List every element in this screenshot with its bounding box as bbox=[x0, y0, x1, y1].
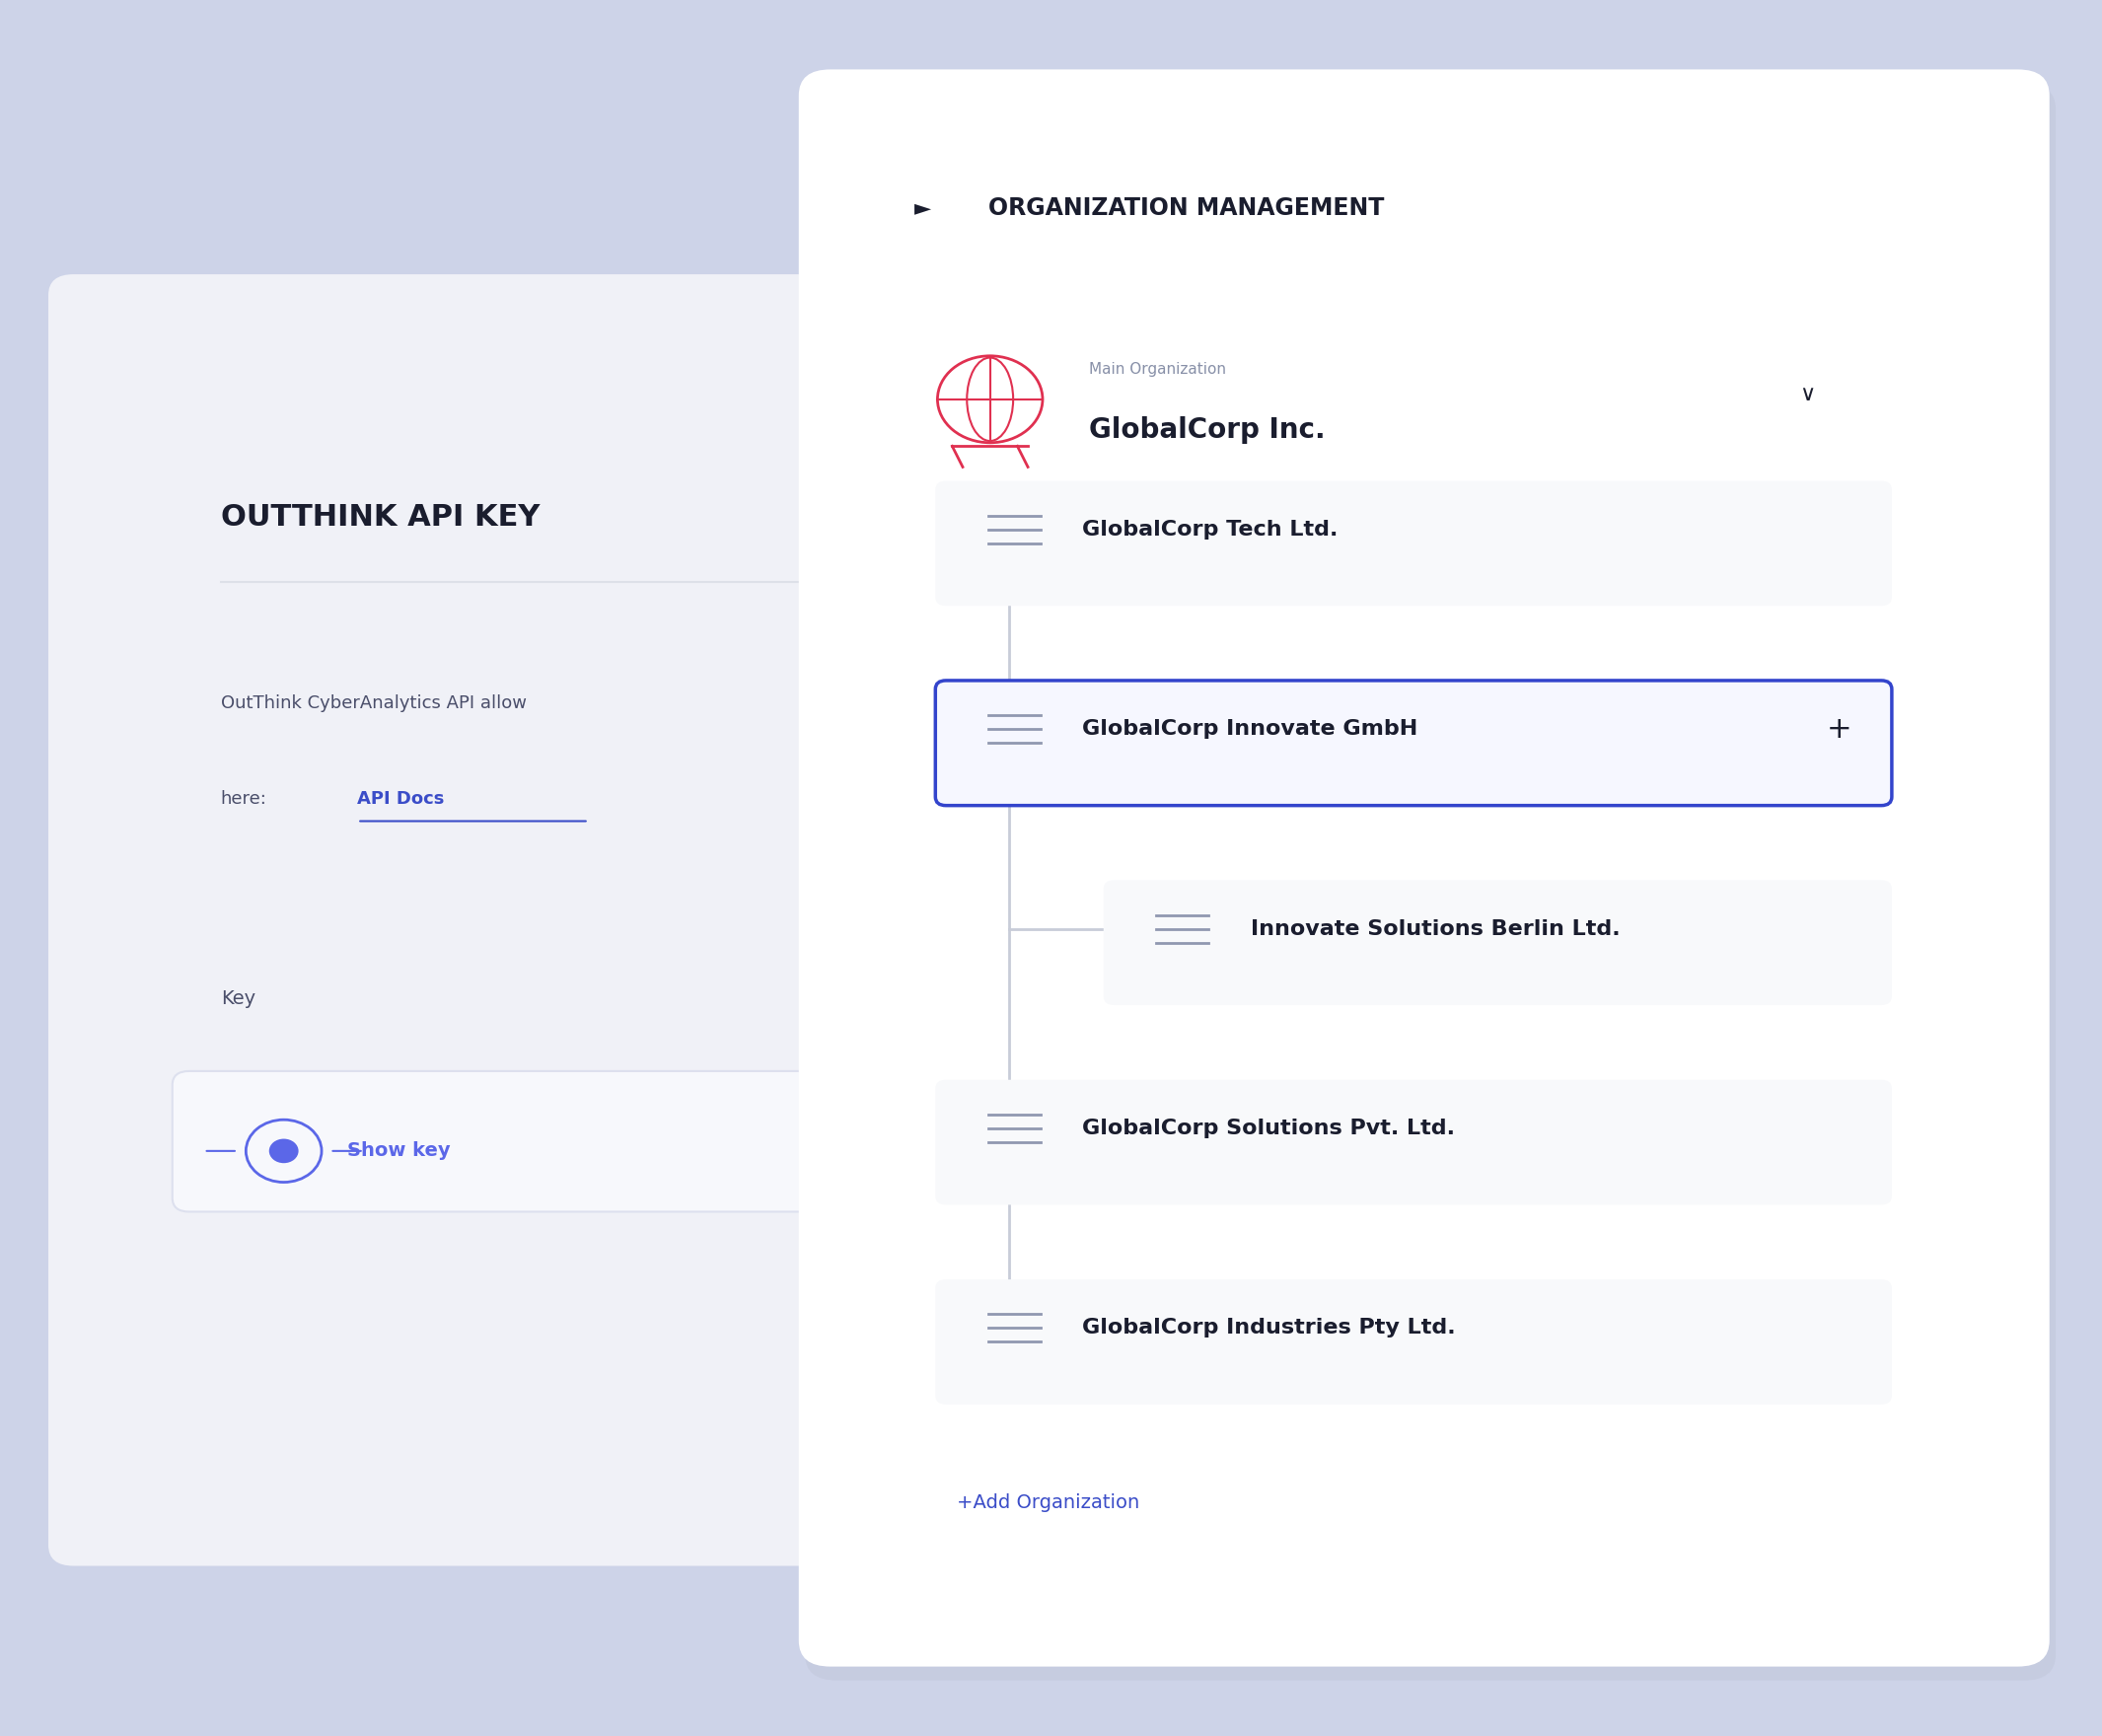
Text: API Docs: API Docs bbox=[357, 790, 444, 807]
Text: find more det: find more det bbox=[1545, 781, 1648, 797]
Text: OUTTHINK API KEY: OUTTHINK API KEY bbox=[221, 503, 540, 531]
Text: Innovate Solutions Berlin Ltd.: Innovate Solutions Berlin Ltd. bbox=[1251, 918, 1621, 939]
FancyBboxPatch shape bbox=[1104, 880, 1892, 1005]
Text: ∨: ∨ bbox=[1799, 384, 1816, 404]
FancyBboxPatch shape bbox=[935, 1080, 1892, 1205]
Text: GlobalCorp Industries Pty Ltd.: GlobalCorp Industries Pty Ltd. bbox=[1083, 1318, 1457, 1338]
Text: +Add Organization: +Add Organization bbox=[956, 1493, 1139, 1512]
FancyBboxPatch shape bbox=[1486, 1094, 1772, 1212]
Text: GlobalCorp Inc.: GlobalCorp Inc. bbox=[1089, 417, 1324, 444]
FancyBboxPatch shape bbox=[805, 83, 2056, 1680]
Text: Show key: Show key bbox=[347, 1142, 450, 1160]
Text: Revoke: Revoke bbox=[1589, 1146, 1669, 1163]
Text: OutThink CyberAnalytics API allow: OutThink CyberAnalytics API allow bbox=[221, 694, 526, 712]
FancyBboxPatch shape bbox=[935, 1279, 1892, 1404]
FancyBboxPatch shape bbox=[935, 681, 1892, 806]
Text: ORGANIZATION MANAGEMENT: ORGANIZATION MANAGEMENT bbox=[988, 196, 1383, 220]
FancyBboxPatch shape bbox=[48, 274, 982, 1566]
Text: Active: Active bbox=[1539, 1050, 1593, 1068]
FancyBboxPatch shape bbox=[799, 69, 2049, 1667]
Text: Main Organization: Main Organization bbox=[1089, 361, 1225, 377]
FancyBboxPatch shape bbox=[172, 1071, 921, 1212]
Text: Key: Key bbox=[221, 990, 254, 1009]
Text: ►: ► bbox=[914, 198, 931, 219]
Text: GlobalCorp Solutions Pvt. Ltd.: GlobalCorp Solutions Pvt. Ltd. bbox=[1083, 1118, 1455, 1139]
Text: here:: here: bbox=[221, 790, 267, 807]
Circle shape bbox=[1497, 1028, 1530, 1055]
FancyBboxPatch shape bbox=[935, 481, 1892, 606]
Circle shape bbox=[269, 1139, 298, 1163]
Text: Status: Status bbox=[1545, 990, 1602, 1007]
Text: GlobalCorp Innovate GmbH: GlobalCorp Innovate GmbH bbox=[1083, 719, 1419, 740]
Text: GlobalCorp Tech Ltd.: GlobalCorp Tech Ltd. bbox=[1083, 519, 1339, 540]
Text: +: + bbox=[1827, 715, 1852, 743]
